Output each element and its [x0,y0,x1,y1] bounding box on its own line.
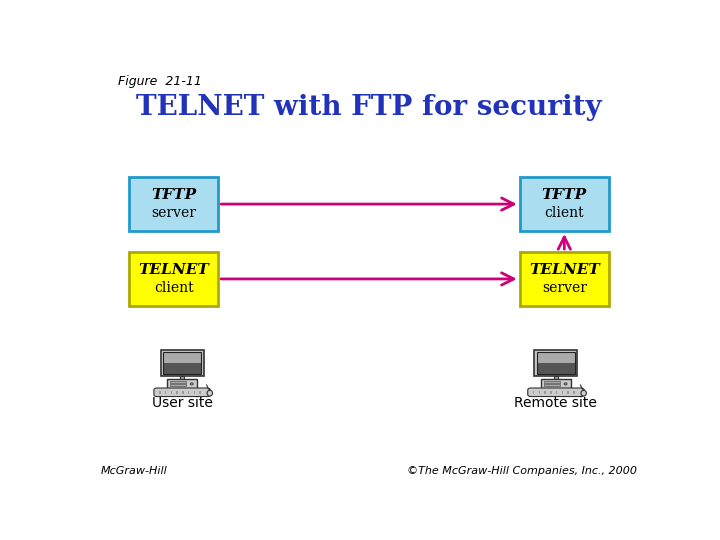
FancyBboxPatch shape [533,391,534,392]
FancyBboxPatch shape [539,392,540,393]
FancyBboxPatch shape [556,392,557,393]
FancyBboxPatch shape [567,392,569,393]
Text: User site: User site [152,396,212,410]
FancyBboxPatch shape [573,393,575,394]
FancyBboxPatch shape [537,352,575,363]
Text: client: client [544,206,584,220]
FancyBboxPatch shape [163,363,201,374]
FancyBboxPatch shape [567,393,569,394]
FancyBboxPatch shape [182,391,184,392]
FancyBboxPatch shape [171,391,172,392]
FancyBboxPatch shape [176,392,178,393]
FancyBboxPatch shape [544,393,546,394]
Text: Remote site: Remote site [515,396,598,410]
Circle shape [564,383,567,385]
FancyBboxPatch shape [182,392,184,393]
FancyBboxPatch shape [550,391,552,392]
Text: TELNET with FTP for security: TELNET with FTP for security [136,94,602,121]
FancyBboxPatch shape [159,392,161,393]
FancyBboxPatch shape [556,393,557,394]
FancyBboxPatch shape [194,392,195,393]
FancyBboxPatch shape [176,393,178,394]
FancyBboxPatch shape [541,379,570,389]
FancyBboxPatch shape [194,391,195,392]
FancyBboxPatch shape [176,391,178,392]
Ellipse shape [207,390,212,396]
Text: client: client [154,281,194,295]
FancyBboxPatch shape [533,392,534,393]
FancyBboxPatch shape [562,393,563,394]
Text: server: server [151,206,196,220]
Text: TELNET: TELNET [138,263,209,277]
FancyBboxPatch shape [163,352,201,363]
FancyBboxPatch shape [188,391,189,392]
FancyBboxPatch shape [171,392,172,393]
FancyBboxPatch shape [539,393,540,394]
FancyBboxPatch shape [165,392,166,393]
FancyBboxPatch shape [573,391,575,392]
FancyBboxPatch shape [556,391,557,392]
FancyBboxPatch shape [168,379,197,389]
FancyBboxPatch shape [573,392,575,393]
FancyBboxPatch shape [159,391,161,392]
FancyBboxPatch shape [199,391,201,392]
FancyBboxPatch shape [161,349,204,376]
FancyBboxPatch shape [154,388,210,396]
FancyBboxPatch shape [533,393,534,394]
FancyBboxPatch shape [528,388,584,396]
FancyBboxPatch shape [199,392,201,393]
FancyBboxPatch shape [171,381,186,383]
Circle shape [190,383,193,385]
FancyBboxPatch shape [129,252,218,306]
FancyBboxPatch shape [550,392,552,393]
Text: ©The McGraw-Hill Companies, Inc., 2000: ©The McGraw-Hill Companies, Inc., 2000 [407,467,637,476]
FancyBboxPatch shape [520,252,609,306]
FancyBboxPatch shape [539,391,540,392]
FancyBboxPatch shape [171,393,172,394]
Text: McGraw-Hill: McGraw-Hill [101,467,168,476]
FancyBboxPatch shape [554,376,558,379]
FancyBboxPatch shape [544,381,560,383]
FancyBboxPatch shape [171,384,186,386]
FancyBboxPatch shape [550,393,552,394]
Text: TELNET: TELNET [529,263,600,277]
Text: TFTP: TFTP [541,188,587,202]
FancyBboxPatch shape [567,391,569,392]
Text: TFTP: TFTP [151,188,197,202]
FancyBboxPatch shape [194,393,195,394]
FancyBboxPatch shape [188,392,189,393]
FancyBboxPatch shape [562,391,563,392]
FancyBboxPatch shape [165,391,166,392]
FancyBboxPatch shape [544,391,546,392]
FancyBboxPatch shape [534,349,577,376]
FancyBboxPatch shape [562,392,563,393]
FancyBboxPatch shape [129,177,218,231]
Text: Figure  21-11: Figure 21-11 [118,75,202,88]
FancyBboxPatch shape [159,393,161,394]
Text: server: server [541,281,587,295]
FancyBboxPatch shape [520,177,609,231]
FancyBboxPatch shape [182,393,184,394]
FancyBboxPatch shape [199,393,201,394]
FancyBboxPatch shape [180,376,184,379]
FancyBboxPatch shape [165,393,166,394]
Ellipse shape [581,390,586,396]
FancyBboxPatch shape [188,393,189,394]
FancyBboxPatch shape [537,363,575,374]
FancyBboxPatch shape [544,392,546,393]
FancyBboxPatch shape [544,384,560,386]
